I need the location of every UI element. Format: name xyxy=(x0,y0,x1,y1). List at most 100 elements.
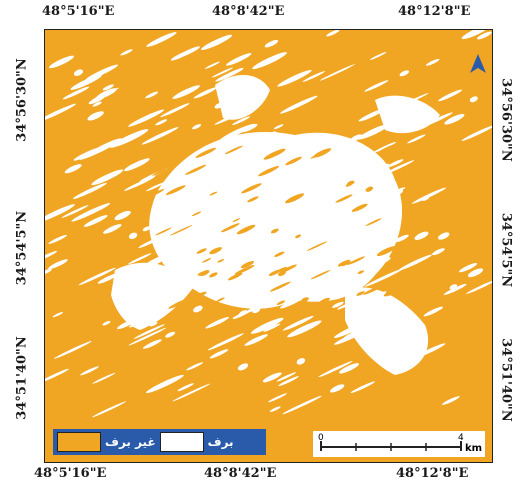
snow-streak xyxy=(161,272,191,286)
snow-streak xyxy=(223,171,264,191)
snow-streak xyxy=(477,31,492,40)
bare-ridge xyxy=(191,211,202,217)
left-coord-middle: 34°54'5"N xyxy=(14,210,30,286)
snow-streak xyxy=(109,129,149,148)
snow-streak xyxy=(214,110,245,125)
snow-streak xyxy=(193,87,218,99)
snow-streak xyxy=(351,291,387,308)
snow-streak xyxy=(469,96,478,103)
bare-ridge xyxy=(201,258,212,263)
snow-streak xyxy=(142,339,162,349)
right-coord-middle-wrap: 34°54'5"N xyxy=(492,190,520,310)
snow-streak xyxy=(265,286,297,302)
snow-streak xyxy=(423,112,453,127)
snow-streak xyxy=(53,340,92,359)
left-coord-north-wrap: 34°56'30"N xyxy=(2,40,42,160)
map-legend: غیر برف برف xyxy=(53,429,266,455)
map-frame: غیر برف برف 0 4 km xyxy=(44,29,493,463)
left-coord-south: 34°51'40"N xyxy=(14,336,30,420)
left-coord-middle-wrap: 34°54'5"N xyxy=(2,188,42,308)
snow-streak xyxy=(45,368,69,383)
snow-streak xyxy=(48,234,67,244)
snow-streak xyxy=(45,204,75,223)
left-coord-north: 34°56'30"N xyxy=(14,58,30,142)
snow-streak xyxy=(122,279,134,287)
snow-streak xyxy=(138,236,164,248)
right-coord-north-wrap: 34°56'30"N xyxy=(492,60,520,180)
snow-streak xyxy=(145,374,184,394)
snow-streak xyxy=(241,131,278,149)
snow-streak xyxy=(317,263,347,278)
bare-ridge xyxy=(263,148,286,160)
snow-streak xyxy=(102,320,111,326)
snow-streak xyxy=(263,323,281,332)
snow-streak xyxy=(321,217,352,232)
snow-streaks xyxy=(45,30,492,418)
bare-ridge xyxy=(184,291,207,303)
top-coord-east: 48°12'8"E xyxy=(398,4,471,19)
snow-streak xyxy=(114,210,131,221)
snow-cover-map xyxy=(45,30,492,462)
snow-streak xyxy=(333,319,373,339)
snow-streak xyxy=(387,159,404,167)
snow-streak xyxy=(262,372,282,383)
snow-streak xyxy=(48,259,68,270)
snow-streak xyxy=(357,124,390,140)
left-coord-south-wrap: 34°51'40"N xyxy=(2,318,42,438)
snow-streak xyxy=(91,169,124,186)
scale-unit: km xyxy=(465,443,482,454)
snow-streak xyxy=(229,172,249,183)
bare-ridge xyxy=(217,259,224,263)
snow-streak xyxy=(252,307,261,314)
snow-streak xyxy=(172,383,211,402)
snow-streak xyxy=(318,361,353,378)
snow-streak xyxy=(45,103,76,123)
snow-streak xyxy=(219,123,255,141)
bare-ridge xyxy=(216,297,225,302)
snow-streak xyxy=(319,224,348,239)
bare-ridge xyxy=(276,300,286,305)
snow-streak xyxy=(117,319,136,330)
snow-streak xyxy=(149,322,158,327)
snow-streak xyxy=(265,169,281,178)
bare-ridge xyxy=(167,147,189,158)
snow-streak xyxy=(128,109,165,127)
bare-ridge xyxy=(269,281,291,292)
bare-ridge xyxy=(185,164,207,175)
snow-streak xyxy=(369,52,387,60)
bare-ridge xyxy=(196,248,207,254)
bare-ridge xyxy=(295,234,302,239)
snow-streak xyxy=(205,316,230,329)
bare-ridge xyxy=(337,259,351,267)
snow-streak xyxy=(165,331,176,338)
snow-streak xyxy=(358,108,385,122)
snow-streak xyxy=(374,319,394,330)
snow-streak xyxy=(443,283,467,295)
snow-streak xyxy=(467,268,484,278)
bare-ridge xyxy=(221,223,240,233)
snow-streak xyxy=(141,127,179,145)
snow-streak xyxy=(207,333,244,351)
snow-north-patch xyxy=(215,74,270,120)
bottom-coord-west: 48°5'16"E xyxy=(34,466,107,481)
bare-ridge xyxy=(357,270,365,275)
bare-ridge xyxy=(270,228,279,234)
bottom-coord-center: 48°8'42"E xyxy=(204,466,277,481)
snow-streak xyxy=(91,401,127,418)
snow-streak xyxy=(128,232,138,240)
snow-streak xyxy=(177,211,185,217)
snow-streak xyxy=(146,32,177,47)
bare-ridge xyxy=(152,168,167,176)
right-coord-middle: 34°54'5"N xyxy=(498,212,514,288)
bare-ridge xyxy=(154,167,176,178)
snow-streak xyxy=(160,103,190,118)
scale-end: 4 xyxy=(458,433,464,443)
bare-ridge xyxy=(300,297,309,303)
snow-streak xyxy=(350,381,375,394)
snow-streak xyxy=(326,162,353,175)
snow-streak xyxy=(299,161,310,168)
snow-streak xyxy=(422,196,430,201)
snow-streak xyxy=(389,189,404,198)
bare-ridge xyxy=(274,251,285,258)
snow-streak xyxy=(222,237,235,245)
